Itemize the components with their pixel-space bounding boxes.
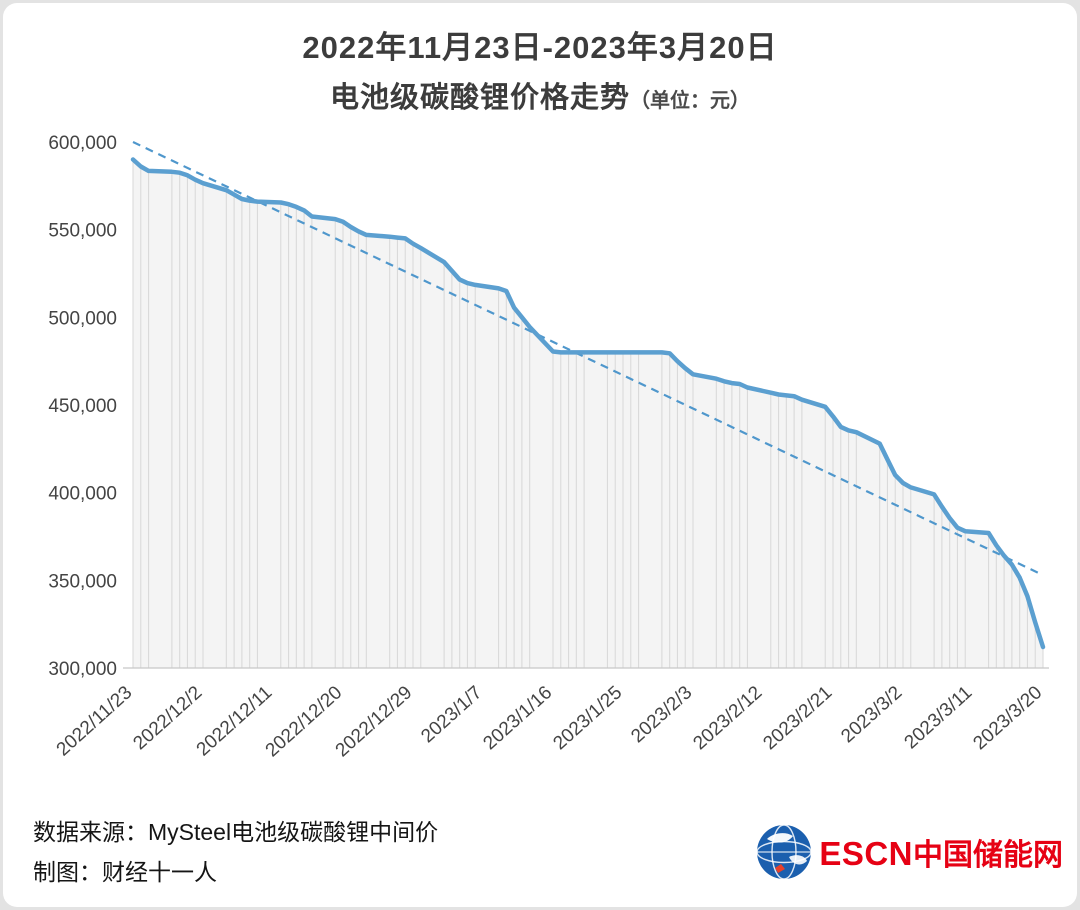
chart-card: 2022年11月23日-2023年3月20日 电池级碳酸锂价格走势（单位：元） … bbox=[3, 3, 1077, 907]
chart-footer: 数据来源：MySteel电池级碳酸锂中间价 制图：财经十一人 ESCN中国储能网 bbox=[3, 793, 1077, 907]
x-axis-label: 2023/2/12 bbox=[689, 682, 766, 754]
x-axis-label: 2023/1/16 bbox=[479, 682, 556, 754]
y-axis-label: 300,000 bbox=[48, 659, 117, 680]
y-axis-label: 550,000 bbox=[48, 221, 117, 242]
chart-title: 2022年11月23日-2023年3月20日 bbox=[302, 30, 778, 65]
x-axis-label: 2023/3/2 bbox=[837, 682, 906, 747]
logo-text-escn: ESCN bbox=[819, 835, 913, 872]
area-fill bbox=[133, 159, 1043, 668]
x-axis-label: 2022/12/29 bbox=[332, 682, 417, 761]
y-axis-label: 350,000 bbox=[48, 571, 117, 592]
y-axis-label: 600,000 bbox=[48, 133, 117, 154]
price-line-chart: 300,000 350,000 400,000 450,000 500,000 550,0… bbox=[48, 133, 1049, 761]
logo-text: ESCN中国储能网 bbox=[819, 830, 1063, 874]
globe-icon bbox=[756, 824, 813, 880]
data-source-line: 数据来源：MySteel电池级碳酸锂中间价 bbox=[33, 818, 439, 845]
chart-subtitle: 电池级碳酸锂价格走势 bbox=[329, 81, 630, 114]
y-axis-label: 500,000 bbox=[48, 308, 117, 329]
x-axis-label: 2023/3/11 bbox=[901, 682, 977, 753]
x-axis-label: 2022/11/23 bbox=[53, 682, 137, 760]
y-axis-label: 450,000 bbox=[48, 396, 117, 417]
x-axis-label: 2023/2/21 bbox=[759, 682, 836, 754]
source-block: 数据来源：MySteel电池级碳酸锂中间价 制图：财经十一人 bbox=[33, 812, 438, 893]
logo-text-cn: 中国储能网 bbox=[913, 839, 1063, 872]
chart-unit-label: （单位：元） bbox=[630, 89, 750, 112]
x-axis-label: 2023/1/25 bbox=[549, 682, 626, 754]
credit-line: 制图：财经十一人 bbox=[33, 859, 217, 885]
title-block: 2022年11月23日-2023年3月20日 电池级碳酸锂价格走势（单位：元） bbox=[3, 3, 1077, 117]
x-axis-label: 2022/12/20 bbox=[262, 682, 347, 761]
escn-logo: ESCN中国储能网 bbox=[755, 823, 1063, 881]
x-axis-label: 2023/3/20 bbox=[969, 682, 1046, 754]
price-line bbox=[130, 157, 1046, 650]
x-axis-label: 2023/1/7 bbox=[417, 682, 486, 747]
x-axis-label: 2023/2/3 bbox=[627, 682, 696, 747]
chart-subtitle-row: 电池级碳酸锂价格走势（单位：元） bbox=[3, 74, 1077, 116]
y-axis-label: 400,000 bbox=[48, 484, 117, 505]
